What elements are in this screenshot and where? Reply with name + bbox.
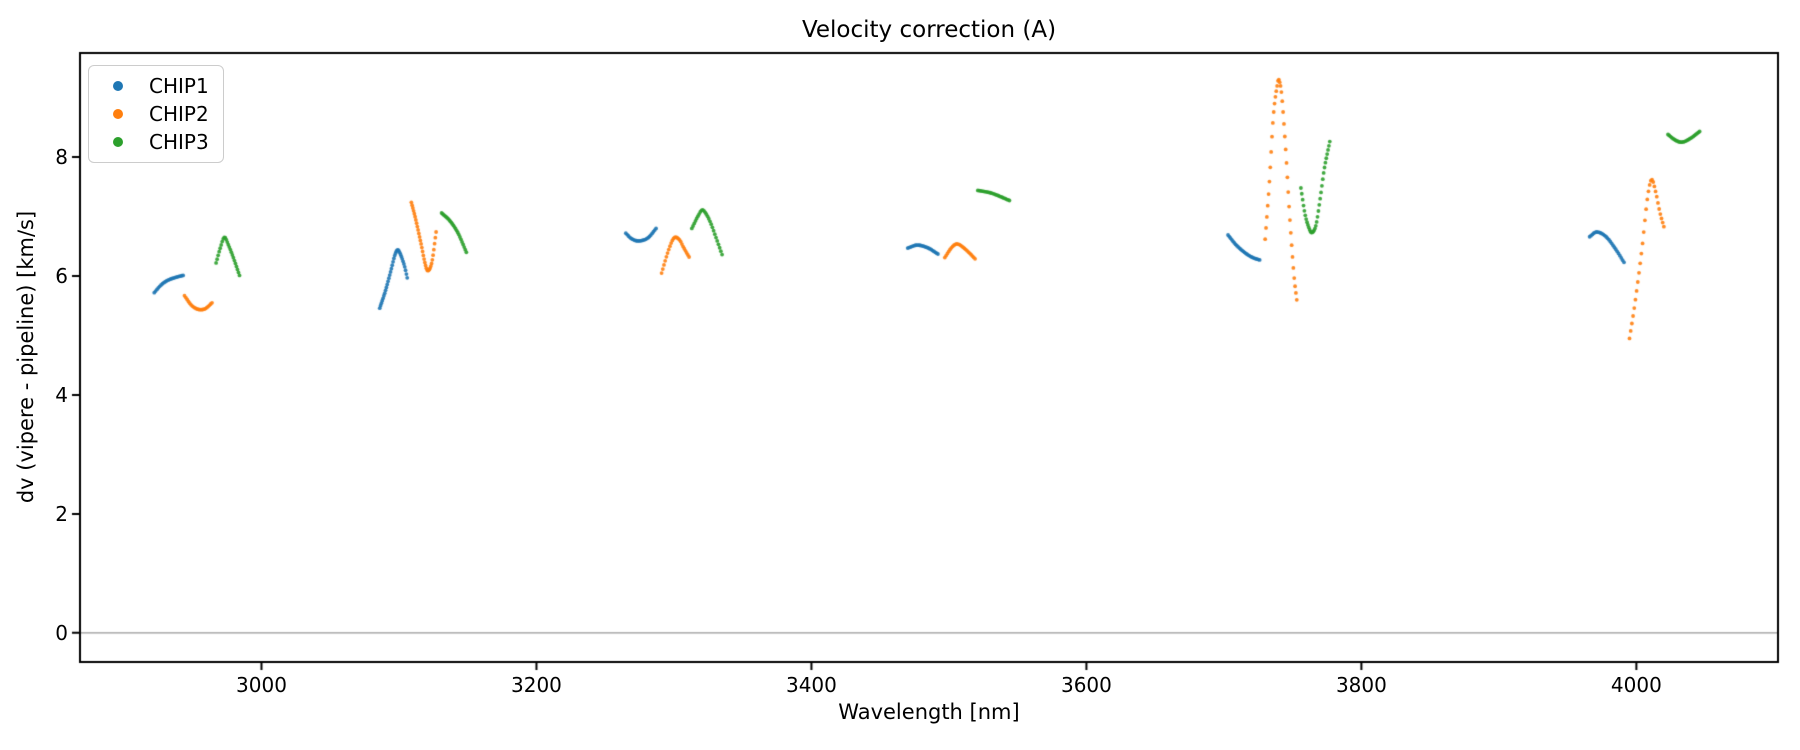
y-tick-label: 6	[55, 264, 68, 289]
x-tick-label: 4000	[1610, 673, 1662, 697]
x-tick-label: 3800	[1335, 673, 1387, 697]
legend-label-chip2: CHIP2	[149, 102, 209, 126]
y-tick-label: 2	[55, 501, 68, 526]
x-axis-label: Wavelength [nm]	[838, 700, 1020, 724]
x-tick-label: 3400	[785, 673, 837, 697]
y-tick-label: 4	[55, 382, 68, 407]
x-tick-label: 3200	[511, 673, 562, 697]
legend-label-chip3: CHIP3	[149, 130, 209, 154]
chip1-marker-icon	[113, 81, 123, 91]
chip2-marker-icon	[113, 109, 123, 119]
x-tick-label: 3000	[236, 673, 287, 697]
y-axis-label: dv (vipere - pipeline) [km/s]	[14, 210, 38, 504]
legend: CHIP1 CHIP2 CHIP3	[88, 65, 224, 163]
y-tick-label: 8	[55, 145, 68, 170]
y-tick-label: 0	[55, 620, 68, 645]
legend-entry-chip2: CHIP2	[99, 100, 209, 128]
legend-entry-chip1: CHIP1	[99, 72, 209, 100]
legend-entry-chip3: CHIP3	[99, 128, 209, 156]
x-tick-label: 3600	[1060, 673, 1112, 697]
chip3-marker-icon	[113, 137, 123, 147]
legend-label-chip1: CHIP1	[149, 74, 209, 98]
chart-title: Velocity correction (A)	[801, 17, 1057, 43]
